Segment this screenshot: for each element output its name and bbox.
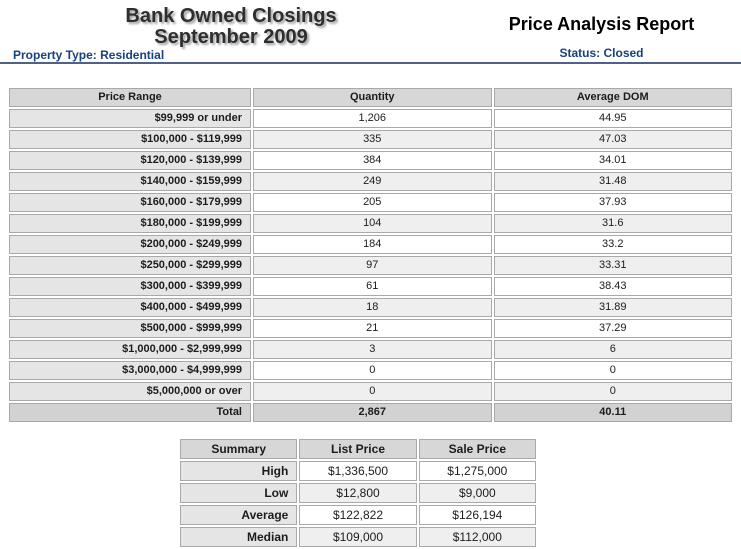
value-cell: 40.11 xyxy=(493,403,732,422)
value-cell: 249 xyxy=(253,172,492,191)
row-label-cell: $500,000 - $999,999 xyxy=(9,319,251,338)
value-cell: 34.01 xyxy=(493,151,732,170)
table-row: Low $12,800 $9,000 xyxy=(180,483,536,503)
row-label-cell: Low xyxy=(180,483,298,503)
table-row: $120,000 - $139,999 384 34.01 xyxy=(9,151,732,170)
value-cell: 6 xyxy=(493,340,732,359)
row-label-cell: $5,000,000 or over xyxy=(9,382,251,401)
value-cell: 2,867 xyxy=(253,403,492,422)
price-range-table: Price Range Quantity Average DOM $99,999 or… xyxy=(7,86,734,424)
row-label-cell: $3,000,000 - $4,999,999 xyxy=(9,361,251,380)
column-header: Quantity xyxy=(253,88,492,107)
value-cell: 47.03 xyxy=(493,130,732,149)
column-header: Summary xyxy=(180,439,298,459)
header-left-block: Bank Owned Closings September 2009 Prope… xyxy=(0,0,462,63)
header-right-block: Price Analysis Report Status: Closed xyxy=(462,0,741,62)
value-cell: 31.48 xyxy=(493,172,732,191)
row-label-cell: $250,000 - $299,999 xyxy=(9,256,251,275)
column-header: Price Range xyxy=(9,88,251,107)
table-row: $300,000 - $399,999 61 38.43 xyxy=(9,277,732,296)
table-row: $100,000 - $119,999 335 47.03 xyxy=(9,130,732,149)
table-row: Average $122,822 $126,194 xyxy=(180,505,536,525)
value-cell: 97 xyxy=(253,256,492,275)
row-label-cell: $400,000 - $499,999 xyxy=(9,298,251,317)
report-main-title: Bank Owned Closings September 2009 xyxy=(0,0,462,48)
row-label-cell: $180,000 - $199,999 xyxy=(9,214,251,233)
row-label-cell: $100,000 - $119,999 xyxy=(9,130,251,149)
value-cell: $1,336,500 xyxy=(299,461,417,481)
value-cell: 37.29 xyxy=(493,319,732,338)
value-cell: 31.6 xyxy=(493,214,732,233)
row-label-cell: Average xyxy=(180,505,298,525)
summary-table: Summary List Price Sale Price High $1,336,50… xyxy=(178,437,538,549)
column-header: Sale Price xyxy=(418,439,536,459)
table-row: Median $109,000 $112,000 xyxy=(180,527,536,547)
value-cell: 37.93 xyxy=(493,193,732,212)
report-subtitle: Price Analysis Report xyxy=(508,14,695,34)
value-cell: $112,000 xyxy=(418,527,536,547)
column-header: List Price xyxy=(299,439,417,459)
report-header: Bank Owned Closings September 2009 Prope… xyxy=(0,0,741,64)
value-cell: $1,275,000 xyxy=(418,461,536,481)
value-cell: 61 xyxy=(253,277,492,296)
row-label-cell: $120,000 - $139,999 xyxy=(9,151,251,170)
table-row: $180,000 - $199,999 104 31.6 xyxy=(9,214,732,233)
value-cell: 3 xyxy=(253,340,492,359)
total-row: Total 2,867 40.11 xyxy=(9,403,732,422)
row-label-cell: $140,000 - $159,999 xyxy=(9,172,251,191)
table-row: $200,000 - $249,999 184 33.2 xyxy=(9,235,732,254)
value-cell: 21 xyxy=(253,319,492,338)
value-cell: 384 xyxy=(253,151,492,170)
table-row: $99,999 or under 1,206 44.95 xyxy=(9,109,732,128)
status-label: Status: Closed xyxy=(559,46,644,60)
value-cell: 104 xyxy=(253,214,492,233)
value-cell: 33.2 xyxy=(493,235,732,254)
value-cell: 0 xyxy=(493,382,732,401)
value-cell: 0 xyxy=(253,382,492,401)
table-row: $3,000,000 - $4,999,999 0 0 xyxy=(9,361,732,380)
value-cell: 205 xyxy=(253,193,492,212)
value-cell: 38.43 xyxy=(493,277,732,296)
value-cell: 44.95 xyxy=(493,109,732,128)
property-type-label: Property Type: Residential xyxy=(13,48,165,62)
header-row: Price Range Quantity Average DOM xyxy=(9,88,732,107)
value-cell: 31.89 xyxy=(493,298,732,317)
value-cell: $109,000 xyxy=(299,527,417,547)
row-label-cell: Median xyxy=(180,527,298,547)
report-title-line2: September 2009 xyxy=(154,26,308,48)
value-cell: 335 xyxy=(253,130,492,149)
table-row: $1,000,000 - $2,999,999 3 6 xyxy=(9,340,732,359)
table-row: $140,000 - $159,999 249 31.48 xyxy=(9,172,732,191)
value-cell: 0 xyxy=(493,361,732,380)
value-cell: 1,206 xyxy=(253,109,492,128)
value-cell: $122,822 xyxy=(299,505,417,525)
column-header: Average DOM xyxy=(493,88,732,107)
table-row: $5,000,000 or over 0 0 xyxy=(9,382,732,401)
value-cell: 33.31 xyxy=(493,256,732,275)
value-cell: $12,800 xyxy=(299,483,417,503)
row-label-cell: $1,000,000 - $2,999,999 xyxy=(9,340,251,359)
table-row: High $1,336,500 $1,275,000 xyxy=(180,461,536,481)
row-label-cell: $300,000 - $399,999 xyxy=(9,277,251,296)
row-label-cell: Total xyxy=(9,403,251,422)
table-row: $400,000 - $499,999 18 31.89 xyxy=(9,298,732,317)
header-row: Summary List Price Sale Price xyxy=(180,439,536,459)
value-cell: $126,194 xyxy=(418,505,536,525)
row-label-cell: $200,000 - $249,999 xyxy=(9,235,251,254)
table-row: $160,000 - $179,999 205 37.93 xyxy=(9,193,732,212)
value-cell: 0 xyxy=(253,361,492,380)
report-title-line1: Bank Owned Closings xyxy=(125,5,337,27)
row-label-cell: $160,000 - $179,999 xyxy=(9,193,251,212)
value-cell: 18 xyxy=(253,298,492,317)
value-cell: $9,000 xyxy=(418,483,536,503)
table-row: $500,000 - $999,999 21 37.29 xyxy=(9,319,732,338)
value-cell: 184 xyxy=(253,235,492,254)
row-label-cell: High xyxy=(180,461,298,481)
table-row: $250,000 - $299,999 97 33.31 xyxy=(9,256,732,275)
row-label-cell: $99,999 or under xyxy=(9,109,251,128)
